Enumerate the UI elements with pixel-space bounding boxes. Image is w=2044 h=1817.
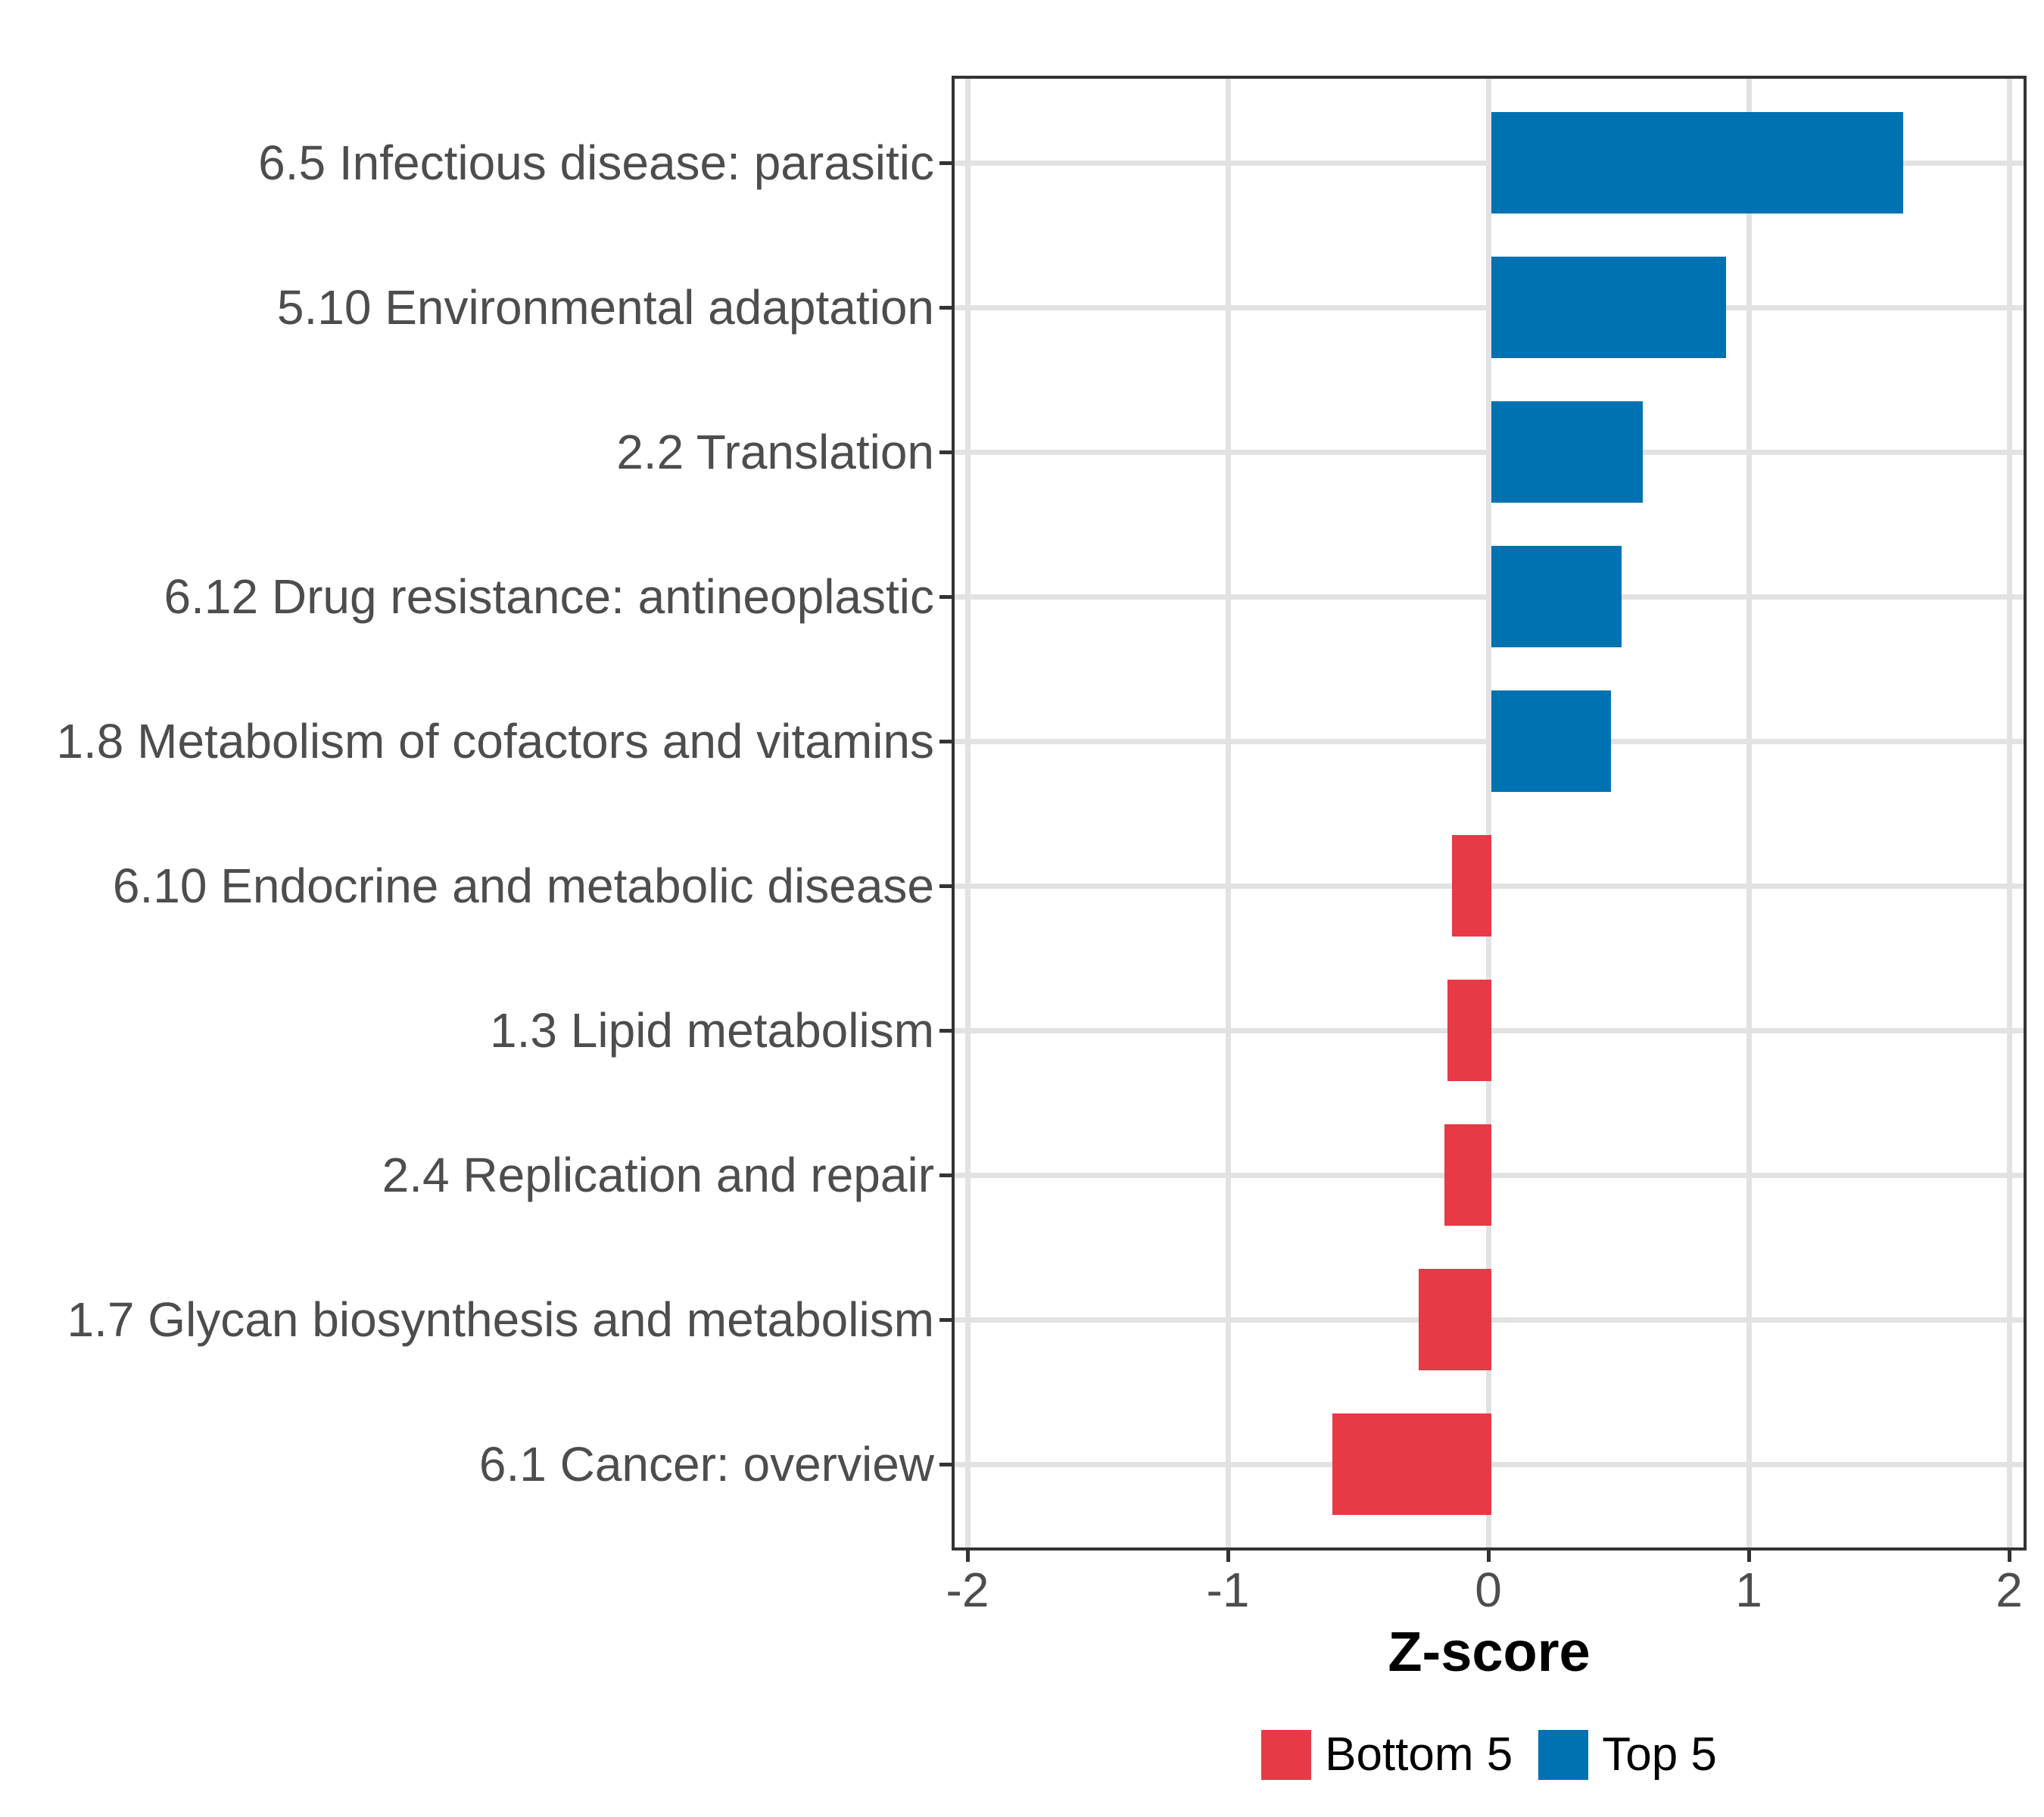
legend-label-bottom5: Bottom 5 [1325, 1728, 1513, 1781]
legend-item-bottom5: Bottom 5 [1261, 1730, 1513, 1780]
category-label: 6.1 Cancer: overview [478, 1436, 934, 1491]
gridline-x-1 [1746, 79, 1752, 1547]
legend: Bottom 5 Top 5 [952, 1725, 2027, 1785]
y-tick-mark [939, 1462, 952, 1466]
gridline-row [955, 738, 2024, 744]
bar-bottom5 [1447, 979, 1491, 1081]
y-tick-mark [939, 594, 952, 599]
gridline-x--2 [965, 79, 971, 1547]
bar-bottom5 [1332, 1413, 1491, 1515]
x-tick-mark [966, 1551, 970, 1562]
bar-top5 [1491, 545, 1622, 647]
x-tick-label: -1 [1206, 1563, 1250, 1617]
category-label: 1.7 Glycan biosynthesis and metabolism [67, 1292, 934, 1347]
bar-bottom5 [1452, 834, 1491, 937]
gridline-row [955, 449, 2024, 455]
x-tick-mark [1226, 1551, 1230, 1562]
gridline-x-0 [1486, 79, 1491, 1547]
category-label: 1.3 Lipid metabolism [490, 1002, 934, 1058]
gridline-x-2 [2007, 79, 2012, 1547]
bar-top5 [1491, 256, 1726, 358]
bottom5-color-swatch [1261, 1730, 1312, 1780]
x-tick-label: 0 [1475, 1563, 1502, 1617]
bar-top5 [1491, 400, 1643, 503]
x-tick-mark [2008, 1551, 2011, 1562]
y-tick-mark [939, 1317, 952, 1322]
category-label: 6.10 Endocrine and metabolic disease [112, 858, 934, 913]
x-axis-title: Z-score [1388, 1620, 1591, 1683]
bar-top5 [1491, 690, 1612, 792]
top5-color-swatch [1538, 1730, 1589, 1780]
bar-bottom5 [1444, 1124, 1491, 1226]
gridline-row [955, 304, 2024, 310]
gridline-row [955, 594, 2024, 600]
y-tick-mark [939, 161, 952, 165]
bar-bottom5 [1418, 1268, 1491, 1370]
y-tick-mark [939, 450, 952, 454]
gridline-row [955, 160, 2024, 166]
category-label: 1.8 Metabolism of cofactors and vitamins [56, 713, 934, 768]
category-label: 2.2 Translation [616, 424, 934, 479]
legend-label-top5: Top 5 [1602, 1728, 1717, 1781]
legend-item-top5: Top 5 [1538, 1730, 1717, 1780]
x-tick-label: -2 [946, 1563, 989, 1617]
x-tick-label: 2 [1996, 1563, 2023, 1617]
x-tick-mark [1747, 1551, 1751, 1562]
category-label: 5.10 Environmental adaptation [276, 279, 934, 335]
x-tick-mark [1487, 1551, 1491, 1562]
x-tick-label: 1 [1735, 1563, 1762, 1617]
y-tick-mark [939, 739, 952, 743]
y-tick-mark [939, 1028, 952, 1033]
category-label: 2.4 Replication and repair [382, 1147, 934, 1202]
y-tick-mark [939, 305, 952, 310]
y-tick-mark [939, 884, 952, 888]
gridline-x--1 [1226, 79, 1231, 1547]
bar-top5 [1491, 111, 1903, 213]
category-label: 6.12 Drug resistance: antineoplastic [164, 569, 934, 624]
category-label: 6.5 Infectious disease: parasitic [258, 135, 934, 190]
y-tick-mark [939, 1173, 952, 1177]
plot-panel [952, 76, 2027, 1551]
